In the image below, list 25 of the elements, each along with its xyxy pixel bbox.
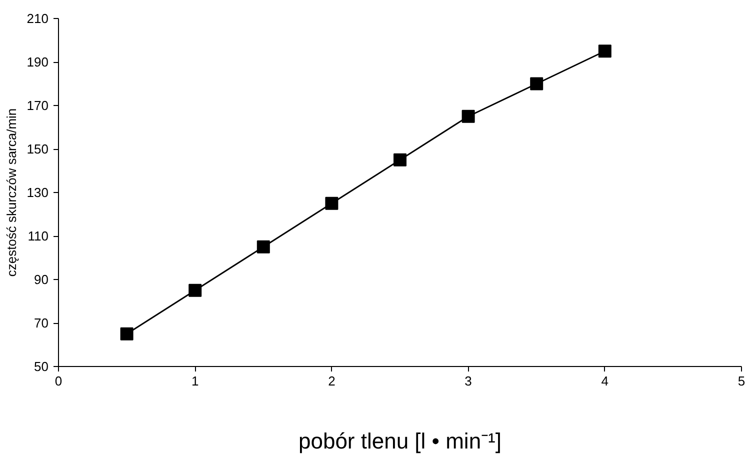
point: [394, 153, 406, 166]
y-tick-label: 210: [26, 11, 49, 26]
x-axis-title: pobór tlenu [l • min⁻¹]: [298, 428, 502, 454]
point: [120, 327, 134, 340]
y-tick-label: 70: [34, 316, 49, 330]
x-tick-label: 5: [738, 374, 746, 388]
point: [598, 44, 612, 58]
point: [188, 284, 202, 297]
y-tick-label: 190: [26, 54, 49, 70]
point: [325, 196, 338, 210]
point: [256, 240, 270, 254]
x-tick-label: 1: [191, 374, 199, 388]
y-tick-label: 130: [26, 185, 49, 200]
point: [462, 110, 475, 123]
point: [530, 77, 544, 90]
y-tick-label: 50: [34, 359, 49, 374]
x-tick-label: 3: [464, 374, 472, 388]
y-tick-label: 110: [28, 228, 49, 244]
y-tick-label: 170: [26, 98, 49, 113]
x-tick-label: 2: [328, 374, 336, 388]
x-tick-label: 4: [601, 374, 609, 388]
y-axis-title: częstość skurczów sarca/min: [4, 108, 19, 277]
x-tick-label: 0: [54, 374, 62, 388]
y-tick-label: 90: [34, 272, 49, 287]
y-tick-label: 150: [26, 142, 49, 156]
